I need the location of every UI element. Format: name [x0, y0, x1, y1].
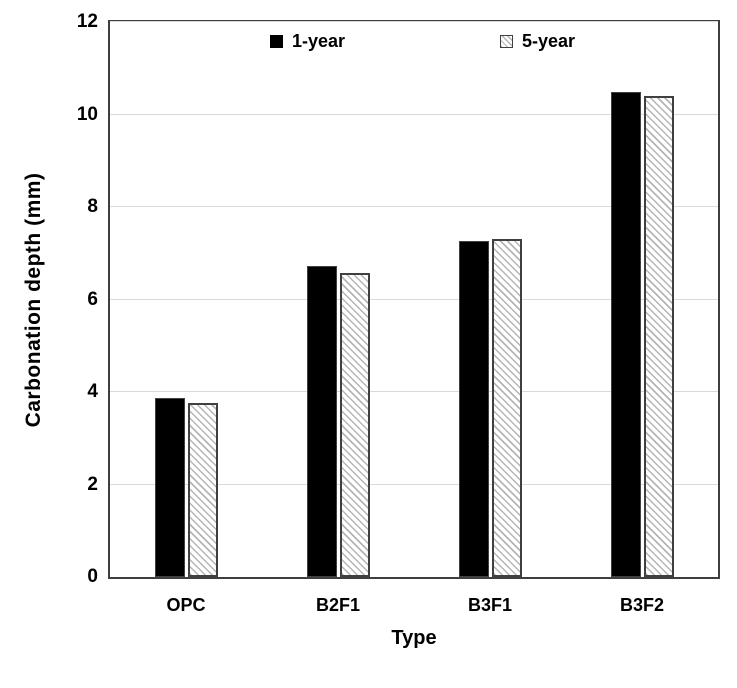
- x-tick-label-B3F1: B3F1: [467, 595, 512, 615]
- x-tick-label-B2F1: B2F1: [315, 595, 360, 615]
- bar-1-year-B2F1: [306, 266, 337, 577]
- bar-5-year-OPC: [187, 402, 218, 577]
- plot-area: 1-year 5-year: [108, 20, 720, 579]
- legend-label-1-year: 1-year: [292, 31, 346, 51]
- bar-1-year-B3F1: [458, 240, 489, 577]
- gridline-y10: [110, 113, 718, 115]
- bar-1-year-B3F2: [610, 92, 641, 577]
- y-tick-label-10: 10: [76, 103, 98, 125]
- legend-entry-5-year: 5-year: [500, 30, 575, 52]
- legend-label-5-year: 5-year: [522, 31, 576, 51]
- legend-entry-1-year: 1-year: [270, 30, 345, 52]
- bar-5-year-B3F1: [491, 238, 522, 577]
- gridline-y8: [110, 206, 718, 207]
- y-tick-label-6: 6: [87, 288, 98, 310]
- gridline-y12: [110, 21, 718, 22]
- y-tick-label-0: 0: [87, 566, 98, 587]
- y-tick-label-4: 4: [87, 381, 98, 402]
- y-tick-label-8: 8: [87, 196, 98, 217]
- x-axis-title: Type: [391, 627, 437, 649]
- y-tick-label-2: 2: [87, 473, 98, 495]
- bar-1-year-OPC: [154, 397, 185, 577]
- bar-5-year-B2F1: [339, 273, 370, 577]
- gridline-y2: [110, 483, 718, 485]
- x-tick-label-OPC: OPC: [166, 595, 206, 615]
- y-tick-label-12: 12: [76, 11, 98, 32]
- legend-swatch-solid-icon: [270, 34, 283, 48]
- gridline-y4: [110, 391, 718, 392]
- gridline-y6: [110, 298, 718, 300]
- bar-5-year-B3F2: [643, 96, 674, 577]
- x-tick-label-B3F2: B3F2: [619, 595, 664, 615]
- legend-swatch-hatched-icon: [500, 34, 513, 48]
